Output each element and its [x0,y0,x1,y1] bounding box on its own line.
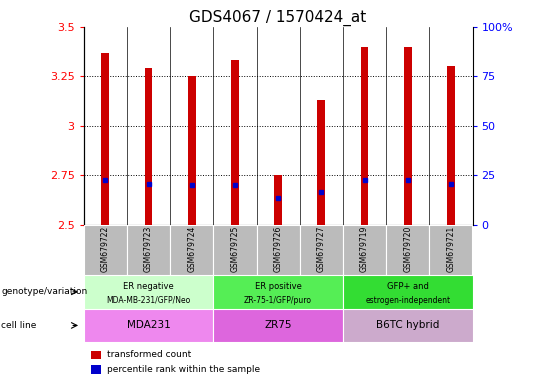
Bar [300,225,343,275]
Text: transformed count: transformed count [107,350,191,359]
Text: ER positive: ER positive [255,282,301,291]
Bar [231,61,239,225]
Bar [145,68,152,225]
Text: ER negative: ER negative [123,282,174,291]
Text: B6TC hybrid: B6TC hybrid [376,320,440,331]
Bar [213,225,256,275]
Text: GSM679723: GSM679723 [144,225,153,272]
Text: GSM679720: GSM679720 [403,225,412,272]
Bar [404,47,411,225]
Bar [188,76,195,225]
Text: MDA-MB-231/GFP/Neo: MDA-MB-231/GFP/Neo [106,296,191,305]
Bar [429,225,472,275]
Bar [213,309,343,342]
Bar [256,225,300,275]
Bar [386,225,429,275]
Bar [127,225,170,275]
Bar [343,275,472,309]
Text: MDA231: MDA231 [126,320,171,331]
Title: GDS4067 / 1570424_at: GDS4067 / 1570424_at [190,9,367,25]
Text: GSM679726: GSM679726 [274,225,282,272]
Bar [84,225,127,275]
Bar [170,225,213,275]
Text: percentile rank within the sample: percentile rank within the sample [107,365,260,374]
Text: GSM679725: GSM679725 [231,225,239,272]
Bar [84,309,213,342]
Bar [213,275,343,309]
Text: ZR75: ZR75 [265,320,292,331]
Bar [343,309,472,342]
Bar [343,225,386,275]
Bar [91,351,101,359]
Bar [91,365,101,374]
Text: ZR-75-1/GFP/puro: ZR-75-1/GFP/puro [244,296,312,305]
Text: GSM679719: GSM679719 [360,225,369,272]
Bar [84,275,213,309]
Text: GFP+ and: GFP+ and [387,282,429,291]
Text: GSM679724: GSM679724 [187,225,196,272]
Bar [318,100,325,225]
Text: GSM679721: GSM679721 [447,225,455,272]
Text: GSM679722: GSM679722 [101,225,110,272]
Text: GSM679727: GSM679727 [317,225,326,272]
Text: estrogen-independent: estrogen-independent [365,296,450,305]
Bar [447,66,455,225]
Text: genotype/variation: genotype/variation [1,287,87,296]
Bar [102,53,109,225]
Text: cell line: cell line [1,321,37,330]
Bar [361,47,368,225]
Bar [274,175,282,225]
